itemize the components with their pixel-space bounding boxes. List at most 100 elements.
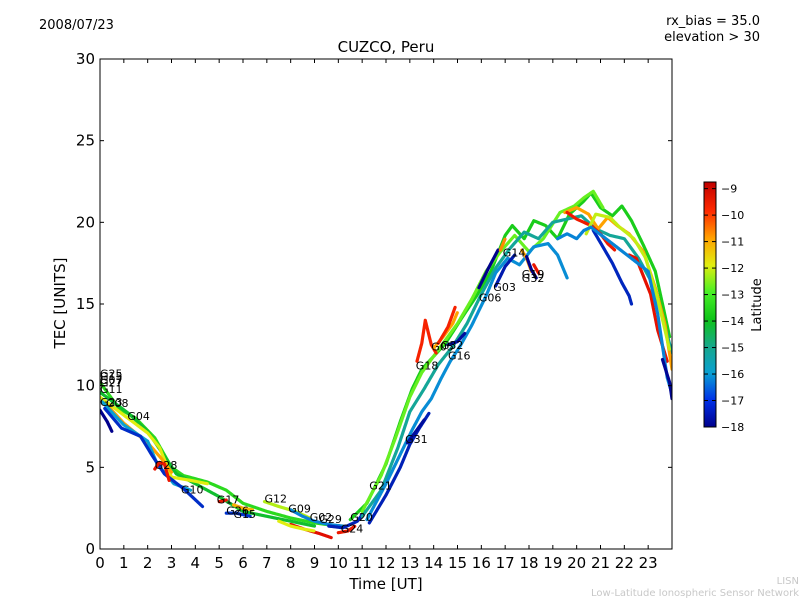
x-tick-label: 5 [214, 554, 224, 572]
series-s-g17 [217, 498, 228, 504]
series-s-rise-teal [360, 214, 672, 518]
x-tick-label: 3 [167, 554, 177, 572]
series-s-morning-green2 [100, 390, 317, 528]
prn-label-layer: G25G15G07G27G11G23G08G04G28G10G17G26G15G… [100, 247, 544, 536]
prn-label: G06 [479, 292, 502, 305]
colorbar-tick-label: −12 [721, 262, 744, 275]
prn-label: G18 [416, 359, 439, 372]
plot-parameters: rx_bias = 35.0 elevation > 30 [664, 14, 760, 46]
prn-label: G23 [100, 396, 123, 409]
prn-label: G08 [106, 397, 129, 410]
series-s-rise-lime [360, 189, 605, 513]
colorbar-tick-label: −15 [721, 342, 744, 355]
date-label: 2008/07/23 [39, 18, 114, 33]
colorbar-tick-label: −18 [721, 421, 744, 434]
y-tick-label: 30 [76, 50, 95, 68]
series-s-g32-red [532, 263, 541, 275]
colorbar-tick-label: −14 [721, 315, 744, 328]
colorbar-tick-label: −17 [721, 395, 744, 408]
x-tick-label: 18 [519, 554, 538, 572]
series-s-g06-navy [477, 248, 500, 290]
credit-short: LISN [776, 576, 799, 587]
prn-label: G24 [341, 523, 364, 536]
series-s-morning-blue [103, 406, 205, 509]
x-tick-label: 23 [639, 554, 658, 572]
colorbar-tick-label: −11 [721, 236, 744, 249]
prn-label: G14 [503, 247, 526, 260]
series-layer [100, 189, 672, 540]
prn-label: G25 [100, 368, 123, 381]
colorbar: −9 −10 −11 −12 −13 −14 −15 −16 −17 −18 Latitude [703, 181, 765, 434]
series-s-g31-blue [405, 418, 426, 445]
series-s-morning-yellow [100, 395, 209, 486]
prn-label: G10 [181, 484, 204, 497]
prn-label: G32 [441, 339, 464, 352]
x-tick-label: 11 [353, 554, 372, 572]
prn-label: G11 [100, 383, 123, 396]
series-s-yellow-dip [277, 519, 317, 533]
prn-label: G26 [226, 505, 249, 518]
prn-label: G27 [100, 377, 123, 390]
x-tick-label: 14 [424, 554, 443, 572]
x-axis-label: Time [UT] [349, 575, 423, 593]
y-tick-label: 20 [76, 213, 95, 231]
prn-label: G19 [522, 268, 545, 281]
series-s-afternoon-blue [591, 228, 634, 306]
x-tick-label: 15 [448, 554, 467, 572]
series-s-afternoon-yellow [584, 212, 672, 352]
prn-label: G07 [100, 374, 123, 387]
colorbar-tick-label: −13 [721, 289, 744, 302]
x-tick-label: 13 [400, 554, 419, 572]
prn-label: G05 [431, 341, 454, 354]
colorbar-title: Latitude [750, 278, 765, 332]
series-s-g26-orange [231, 503, 255, 512]
x-tick-label: 4 [191, 554, 201, 572]
prn-label: G28 [155, 459, 178, 472]
x-tick-label: 0 [95, 554, 105, 572]
prn-label: G02 [310, 511, 333, 524]
series-s-g03-blue [494, 253, 517, 288]
x-tick-label: 20 [567, 554, 586, 572]
x-tick-label: 10 [329, 554, 348, 572]
colorbar-ticks: −9 −10 −11 −12 −13 −14 −15 −16 −17 −18 [704, 183, 744, 434]
x-tick-label: 19 [543, 554, 562, 572]
series-s-morning-navy [100, 408, 114, 433]
prn-label: G04 [127, 410, 150, 423]
chart-title: CUZCO, Peru [337, 38, 435, 56]
prn-label: G20 [350, 511, 373, 524]
prn-label: G15 [100, 370, 123, 383]
prn-label: G31 [405, 433, 428, 446]
y-tick-label: 5 [85, 458, 95, 476]
series-s-g05-red [436, 305, 457, 345]
series-s-g09 [289, 508, 345, 528]
prn-label: G17 [217, 493, 240, 506]
y-tick-label: 0 [85, 540, 95, 558]
axis-ticks: 0 1 2 3 4 5 6 7 8 9 10 11 12 13 14 15 16 17 18 19 20 21 22 2305… [76, 50, 672, 572]
x-tick-label: 7 [262, 554, 272, 572]
series-s-g14-orange [498, 237, 507, 252]
elevation-label: elevation > 30 [664, 30, 760, 45]
series-s-g28 [153, 460, 171, 482]
x-tick-label: 21 [591, 554, 610, 572]
colorbar-gradient [703, 181, 717, 428]
series-s-g19-navy [524, 255, 538, 280]
colorbar-tick-label: −10 [721, 209, 744, 222]
colorbar-tick-label: −9 [721, 183, 737, 196]
credit-long: Low-Latitude Ionospheric Sensor Network [591, 588, 799, 599]
x-tick-label: 9 [310, 554, 320, 572]
series-s-g24 [336, 524, 357, 535]
series-s-g26-15 [224, 511, 252, 518]
colorbar-tick-label: −16 [721, 368, 744, 381]
series-s-rise-cyan [365, 242, 569, 522]
prn-label: G15 [234, 508, 257, 521]
prn-label: G21 [369, 479, 392, 492]
series-s-g16-blue [446, 331, 467, 347]
series-s-late-navy [660, 357, 672, 401]
series-s-late-cyan [555, 225, 672, 396]
rx-bias-label: rx_bias = 35.0 [666, 14, 760, 29]
x-tick-label: 1 [119, 554, 129, 572]
prn-label: G29 [319, 513, 342, 526]
prn-label: G09 [288, 502, 311, 515]
y-tick-label: 15 [76, 295, 95, 313]
